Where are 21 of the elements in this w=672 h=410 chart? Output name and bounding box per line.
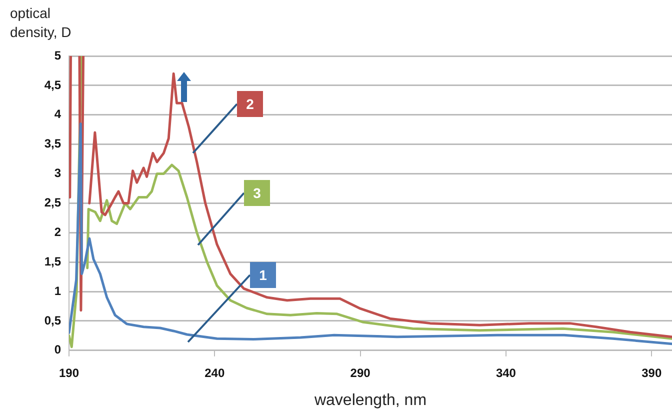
y-tick-label: 3,5 xyxy=(44,136,62,151)
x-axis-title: wavelength, nm xyxy=(313,392,427,409)
y-tick-label: 2,5 xyxy=(44,196,62,210)
x-tick-label: 340 xyxy=(496,366,516,380)
x-tick-label: 240 xyxy=(204,366,225,380)
y-tick-label: 2 xyxy=(54,224,62,239)
text: 2 xyxy=(246,96,254,112)
y-tick-label: 4 xyxy=(54,107,62,122)
y-tick-label: 0,5 xyxy=(44,313,62,328)
text: 3 xyxy=(253,184,262,201)
text: 1 xyxy=(259,266,268,283)
x-tick-label: 190 xyxy=(58,366,80,380)
y-tick-label: 1,5 xyxy=(44,254,62,268)
y-tick-label: 4,5 xyxy=(44,78,62,92)
y-tick-label: 0 xyxy=(54,342,62,357)
x-tick-label: 290 xyxy=(350,366,371,380)
y-tick-label: 5 xyxy=(54,48,62,62)
y-tick-label: 3 xyxy=(54,166,62,180)
x-tick-label: 390 xyxy=(642,366,662,380)
y-axis-title: optical density, D xyxy=(10,4,72,42)
y-tick-label: 1 xyxy=(54,284,62,298)
